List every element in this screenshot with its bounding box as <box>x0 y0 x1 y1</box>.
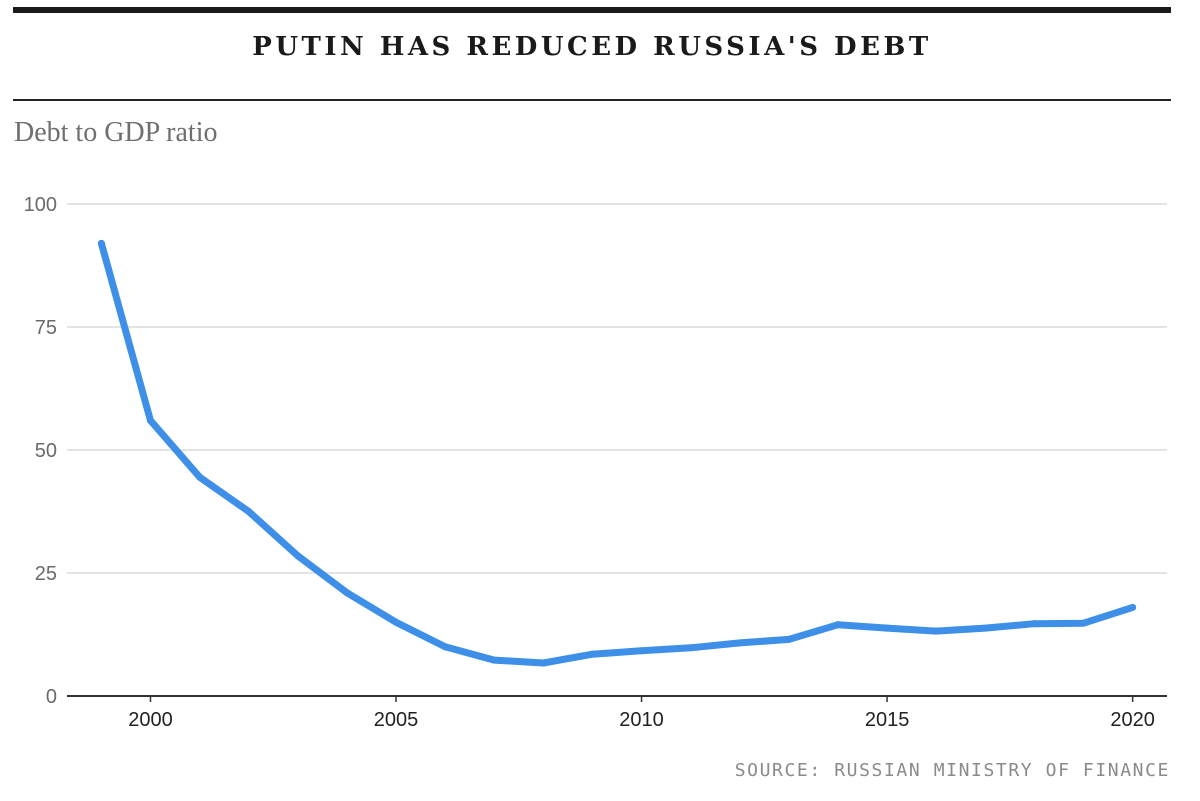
chart-title: PUTIN HAS REDUCED RUSSIA'S DEBT <box>252 32 932 62</box>
top-rule <box>13 7 1171 13</box>
gridlines <box>67 203 1167 574</box>
data-point-2018 <box>1030 620 1038 628</box>
data-point-2002 <box>245 508 253 515</box>
data-point-2005 <box>392 618 400 626</box>
x-tick-label-2020: 2020 <box>1110 709 1155 731</box>
title-rule <box>13 99 1171 101</box>
x-tick-label-2000: 2000 <box>128 709 173 731</box>
y-tick-label-75: 75 <box>35 317 57 339</box>
x-tick-label-2015: 2015 <box>865 709 910 731</box>
data-point-2006 <box>441 643 449 651</box>
y-tick-label-50: 50 <box>35 440 57 462</box>
series-line-0 <box>97 239 1137 667</box>
data-point-2011 <box>687 644 695 652</box>
x-axis: 2000 2005 2010 2015 2020 <box>67 695 1167 731</box>
data-point-2019 <box>1080 619 1088 627</box>
x-tick-label-2005: 2005 <box>374 709 419 731</box>
series-layer <box>97 239 1137 667</box>
data-point-2008 <box>539 659 547 667</box>
data-point-2016 <box>932 627 940 635</box>
y-tick-label-100: 100 <box>24 194 57 216</box>
data-point-2017 <box>981 624 989 632</box>
data-point-2000 <box>146 416 154 424</box>
data-point-2004 <box>343 589 351 597</box>
data-point-2003 <box>294 552 302 560</box>
y-tick-label-25: 25 <box>35 563 57 585</box>
data-point-2020 <box>1129 603 1137 611</box>
source-note: SOURCE: RUSSIAN MINISTRY OF FINANCE <box>734 760 1170 781</box>
data-point-2010 <box>638 647 646 655</box>
data-point-2007 <box>490 656 498 664</box>
y-axis-ticks: 0 25 50 75 100 <box>24 194 57 708</box>
y-axis-title: Debt to GDP ratio <box>14 117 218 148</box>
data-point-2014 <box>834 621 842 629</box>
x-tick-label-2010: 2010 <box>619 709 664 731</box>
data-point-1999 <box>97 239 105 247</box>
data-point-2001 <box>196 473 204 481</box>
data-point-2015 <box>883 624 891 632</box>
data-point-2009 <box>588 650 596 658</box>
data-point-2013 <box>785 635 793 643</box>
y-tick-label-0: 0 <box>46 686 57 708</box>
data-point-2012 <box>736 639 744 647</box>
